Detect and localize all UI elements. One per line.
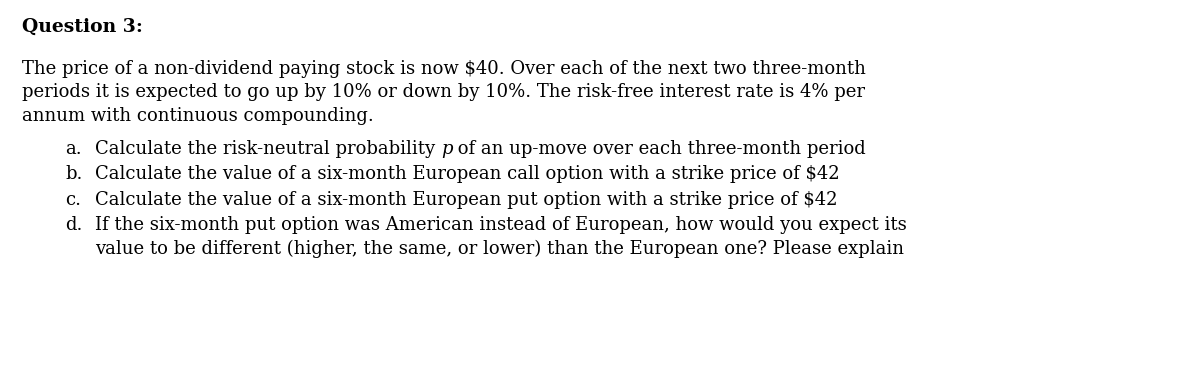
Text: Calculate the risk-neutral probability: Calculate the risk-neutral probability [95,140,440,158]
Text: c.: c. [65,191,82,209]
Text: If the six-month put option was American instead of European, how would you expe: If the six-month put option was American… [95,216,907,258]
Text: a.: a. [65,140,82,158]
Text: d.: d. [65,216,83,234]
Text: Calculate the value of a six-month European put option with a strike price of $4: Calculate the value of a six-month Europ… [95,191,838,209]
Text: The price of a non-dividend paying stock is now $40. Over each of the next two t: The price of a non-dividend paying stock… [22,60,866,125]
Text: of an up-move over each three-month period: of an up-move over each three-month peri… [452,140,866,158]
Text: p: p [440,140,452,158]
Text: Question 3:: Question 3: [22,18,143,36]
Text: b.: b. [65,165,83,183]
Text: Calculate the value of a six-month European call option with a strike price of $: Calculate the value of a six-month Europ… [95,165,840,183]
